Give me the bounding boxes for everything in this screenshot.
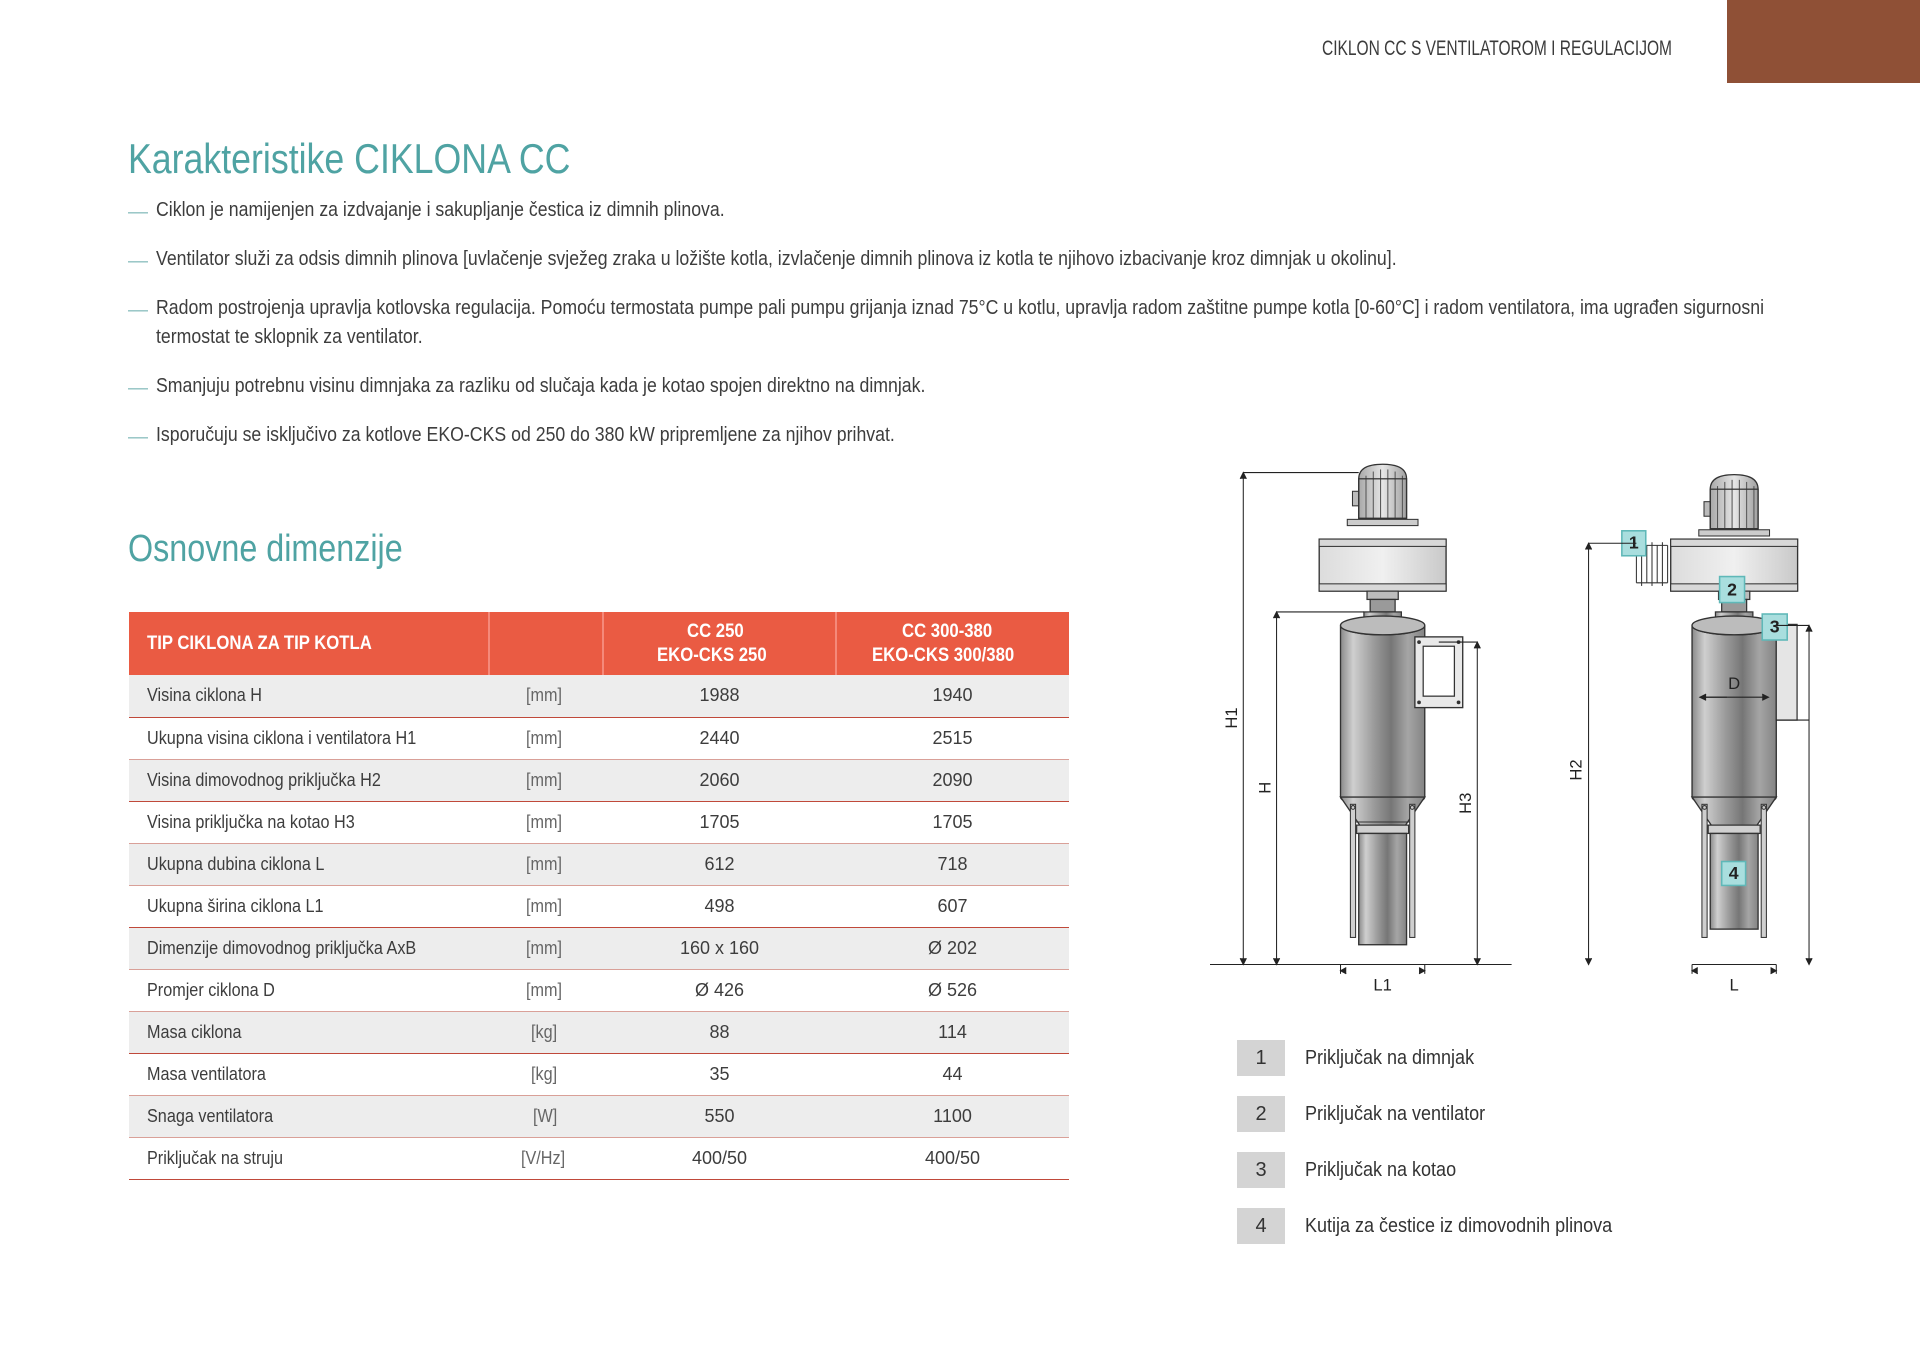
svg-text:3: 3 — [1770, 617, 1780, 637]
svg-text:H: H — [1255, 782, 1274, 794]
svg-text:D: D — [1728, 674, 1740, 693]
svg-text:L: L — [1730, 975, 1739, 994]
svg-text:H3: H3 — [1456, 793, 1475, 814]
svg-text:1: 1 — [1629, 532, 1639, 552]
svg-text:L1: L1 — [1373, 975, 1392, 994]
svg-text:H1: H1 — [1222, 707, 1241, 728]
svg-text:H2: H2 — [1566, 759, 1585, 780]
svg-text:4: 4 — [1729, 863, 1739, 883]
svg-text:2: 2 — [1727, 579, 1737, 599]
